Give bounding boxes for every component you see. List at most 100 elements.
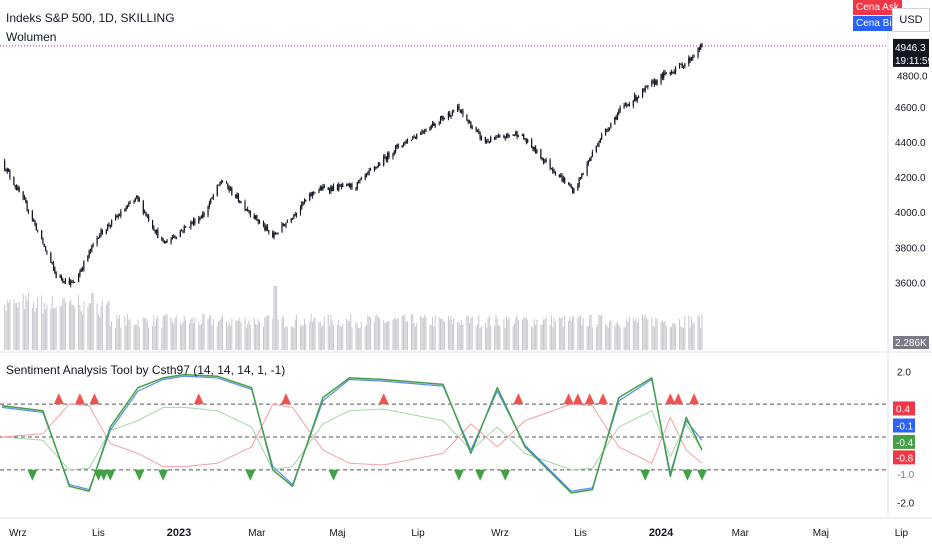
candle-body <box>55 272 57 278</box>
candle-body <box>114 216 117 220</box>
candle-body <box>447 113 450 118</box>
candle-body <box>59 275 61 278</box>
candle-body <box>569 184 571 187</box>
symbol-title[interactable]: Indeks S&P 500, 1D, SKILLING <box>6 11 175 25</box>
ask-price-badge[interactable]: Cena Ask <box>853 0 902 15</box>
candle-body <box>96 237 98 245</box>
candle-body <box>688 58 690 64</box>
candle-body <box>541 158 543 160</box>
candle-body <box>562 178 564 181</box>
candle-body <box>624 104 626 106</box>
candle-body <box>200 217 203 219</box>
signal-up-arrow <box>513 393 524 405</box>
indicator-series-line <box>1 406 703 471</box>
candle-body <box>368 170 370 173</box>
candle-body <box>682 65 685 69</box>
candle-body <box>301 202 303 208</box>
candle-body <box>475 127 477 131</box>
signal-up-arrow <box>563 393 574 405</box>
candle-body <box>697 47 699 57</box>
candle-body <box>579 177 582 179</box>
candle-body <box>554 172 556 175</box>
candle-body <box>210 198 212 204</box>
time-axis-label: 2023 <box>167 527 191 539</box>
candle-body <box>109 224 111 226</box>
bar-countdown-label: 19:11:59 <box>895 56 932 67</box>
candle-body <box>595 145 597 153</box>
candle-body <box>347 183 349 185</box>
candle-body <box>598 142 600 146</box>
candle-body <box>614 117 616 124</box>
candle-body <box>157 230 159 238</box>
candle-body <box>51 262 53 264</box>
candle-body <box>606 129 608 130</box>
candle-body <box>476 130 479 132</box>
candle-body <box>37 230 39 232</box>
candle-body <box>379 163 381 166</box>
candle-body <box>504 137 506 139</box>
time-axis-label: Wrz <box>491 528 509 539</box>
candle-body <box>383 156 385 166</box>
candle-body <box>70 281 72 285</box>
bid-price-badge[interactable]: Cena Bid <box>853 16 901 31</box>
candle-body <box>268 230 270 233</box>
current-price-badge[interactable] <box>893 38 929 67</box>
candle-body <box>513 134 516 136</box>
indicator-title[interactable]: Sentiment Analysis Tool by Csth97 (14, 1… <box>6 363 286 377</box>
signal-down-arrow <box>475 469 486 481</box>
candle-body <box>116 216 118 218</box>
candle-body <box>385 157 387 161</box>
candle-body <box>525 140 527 143</box>
candle-body <box>52 263 55 269</box>
candle-body <box>377 163 380 167</box>
candle-body <box>120 211 122 216</box>
candle-body <box>587 161 590 164</box>
candle-body <box>616 113 619 120</box>
indicator-value-label: -0.1 <box>896 422 914 433</box>
candle-body <box>153 227 155 231</box>
candle-body <box>220 181 222 184</box>
current-price-label: 4946.3 <box>895 43 926 54</box>
candle-body <box>290 219 292 222</box>
candle-body <box>249 211 251 216</box>
candle-body <box>558 174 560 177</box>
candle-body <box>651 81 653 86</box>
candle-body <box>488 141 490 143</box>
candle-body <box>578 177 580 186</box>
candle-body <box>645 86 648 88</box>
candle-body <box>635 95 637 101</box>
candle-body <box>285 222 287 227</box>
candle-body <box>190 222 192 227</box>
candle-body <box>88 251 90 256</box>
candle-body <box>323 186 325 188</box>
candle-body <box>356 181 358 189</box>
candle-body <box>229 188 232 191</box>
candle-body <box>170 238 172 243</box>
candle-body <box>161 237 163 240</box>
signal-down-arrow <box>500 469 511 481</box>
candle-body <box>284 225 286 227</box>
volume-title[interactable]: Wolumen <box>6 30 57 44</box>
candle-body <box>125 208 127 211</box>
candle-body <box>387 152 389 161</box>
candle-body <box>198 218 200 224</box>
candle-body <box>262 221 265 226</box>
candle-body <box>421 130 423 135</box>
candle-body <box>330 186 332 192</box>
candle-body <box>216 185 218 196</box>
candle-body <box>331 186 333 191</box>
candle-body <box>118 215 121 217</box>
candle-body <box>173 236 175 238</box>
candle-body <box>194 219 196 224</box>
signal-up-arrow <box>673 393 684 405</box>
candle-body <box>68 279 70 285</box>
candle-body <box>471 127 473 129</box>
candle-body <box>627 104 629 106</box>
currency-button[interactable]: USD <box>892 8 930 32</box>
candle-body <box>589 159 591 162</box>
price-axis-tick: 4400.0 <box>895 138 926 149</box>
candle-body <box>544 160 546 162</box>
time-axis-label: Lis <box>574 528 587 539</box>
candle-body <box>512 135 514 137</box>
